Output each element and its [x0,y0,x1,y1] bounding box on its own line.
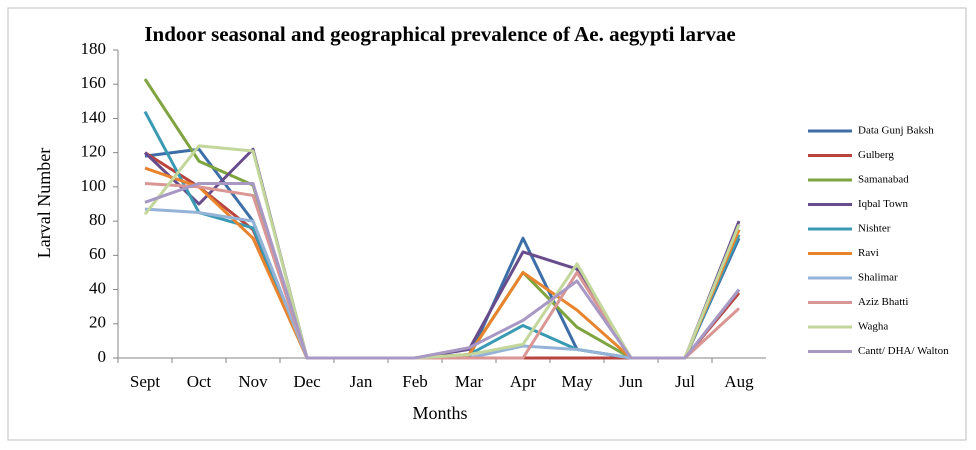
y-tick-label: 160 [81,73,107,92]
y-tick-label: 0 [98,347,107,366]
legend-label: Cantt/ DHA/ Walton [858,345,949,357]
x-axis-label: Months [412,403,467,423]
legend-label: Data Gunj Baksh [858,125,934,137]
y-tick-label: 40 [89,278,106,297]
x-tick-label: Jun [619,372,643,391]
y-tick-label: 20 [89,313,106,332]
y-tick-label: 140 [81,107,107,126]
x-tick-label: May [561,372,593,391]
x-tick-label: Feb [402,372,428,391]
legend-label: Iqbal Town [858,198,909,210]
x-tick-label: Jul [675,372,695,391]
x-tick-label: Nov [238,372,268,391]
legend-label: Gulberg [858,149,894,161]
legend-label: Wagha [858,321,888,333]
legend-label: Aziz Bhatti [858,296,908,308]
legend-label: Samanabad [858,174,909,186]
x-tick-label: Oct [187,372,212,391]
legend-label: Nishter [858,223,891,235]
y-tick-label: 100 [81,176,107,195]
y-axis-label: Larval Number [34,148,54,258]
x-tick-label: Mar [455,372,484,391]
legend-label: Ravi [858,247,879,259]
x-tick-label: Apr [510,372,537,391]
y-tick-label: 60 [89,244,106,263]
legend-label: Shalimar [858,272,898,284]
x-tick-label: Jan [350,372,373,391]
x-tick-label: Aug [724,372,754,391]
x-tick-label: Sept [130,372,161,391]
chart-border [7,7,967,441]
chart-title: Indoor seasonal and geographical prevale… [144,22,735,46]
y-tick-label: 80 [89,210,106,229]
series-line [144,181,741,360]
y-tick-label: 120 [81,142,107,161]
y-tick-label: 180 [81,39,107,58]
x-tick-label: Dec [293,372,321,391]
